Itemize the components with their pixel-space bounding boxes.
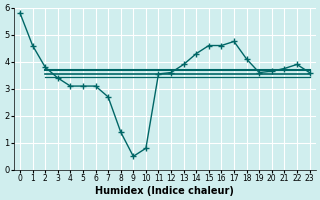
X-axis label: Humidex (Indice chaleur): Humidex (Indice chaleur) (95, 186, 234, 196)
